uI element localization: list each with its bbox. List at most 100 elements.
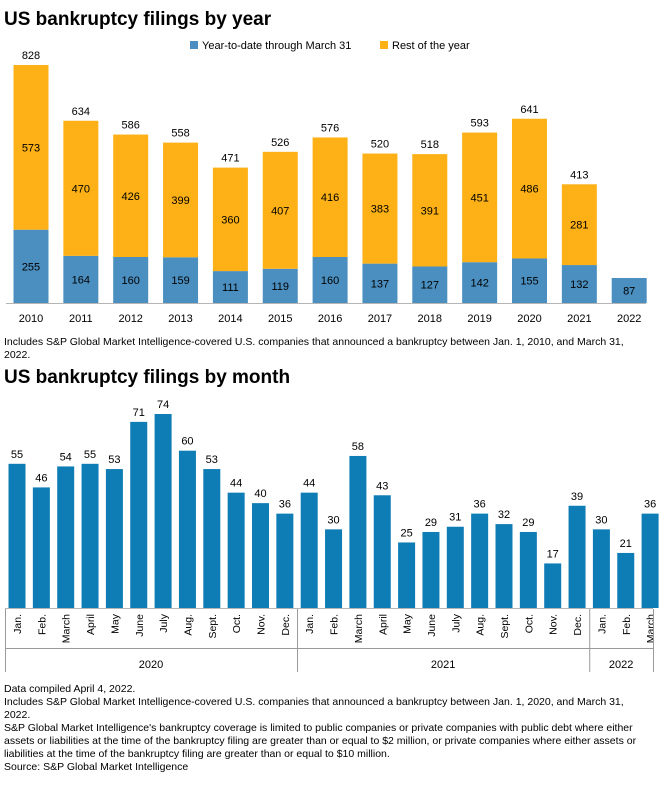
bar-ytd: [63, 255, 99, 303]
data-label-ytd: 119: [271, 281, 289, 293]
data-label-total: 558: [171, 128, 189, 140]
x-tick-label: May: [402, 613, 414, 634]
bar-rest: [262, 151, 298, 269]
bar-ytd: [113, 257, 149, 303]
chart-title-month: US bankruptcy filings by month: [4, 367, 291, 388]
bar-month: [568, 505, 586, 608]
x-tick-label: Feb.: [621, 614, 633, 635]
data-label-ytd: 87: [623, 285, 635, 297]
bar-month: [227, 492, 245, 608]
legend-item-rest: Rest of the year: [380, 40, 470, 52]
x-tick-label: Feb.: [36, 614, 48, 635]
data-label-total: 526: [271, 137, 289, 149]
data-label-month: 30: [327, 514, 339, 526]
chart-title-year: US bankruptcy filings by year: [4, 9, 272, 30]
data-label-total: 828: [22, 50, 40, 62]
x-tick-label: Sept.: [207, 614, 219, 639]
footer-line-coverage-scope: S&P Global Market Intelligence's bankrup…: [4, 722, 637, 760]
data-label-ytd: 132: [570, 279, 588, 291]
x-tick-label: Dec.: [572, 614, 584, 636]
bar-ytd: [362, 263, 398, 303]
chart-month: 55 Jan. 46 Feb. 54 March 55 April 53 May 71 June 74 J…: [5, 399, 659, 672]
bar-rest: [462, 132, 498, 263]
data-label-month: 17: [547, 548, 559, 560]
bar-month: [57, 466, 75, 608]
footer-line-source: Source: S&P Global Market Intelligence: [4, 761, 189, 773]
data-label-rest: 407: [271, 205, 289, 217]
chart-year: 255 573 828 2010 164 470 634 2011 160 426 586 2012 1…: [6, 50, 647, 325]
legend-swatch-ytd: [190, 41, 198, 49]
data-label-month: 54: [60, 451, 72, 463]
footer-line-compiled: Data compiled April 4, 2022.: [4, 683, 136, 695]
bar-rest: [512, 118, 547, 259]
data-label-rest: 451: [470, 192, 488, 204]
group-label-year: 2021: [431, 659, 455, 671]
data-label-rest: 416: [321, 192, 339, 204]
bar-month: [519, 531, 537, 608]
data-label-ytd: 164: [72, 274, 90, 286]
data-label-total: 471: [221, 153, 239, 165]
data-label-month: 29: [522, 517, 534, 529]
legend-swatch-rest: [380, 41, 388, 49]
data-label-total: 520: [371, 139, 389, 151]
data-label-month: 44: [230, 478, 242, 490]
data-label-rest: 360: [221, 214, 239, 226]
footer-notes: Data compiled April 4, 2022. Includes S&…: [4, 683, 644, 774]
bar-month: [300, 492, 318, 608]
data-label-ytd: 160: [321, 275, 339, 287]
bar-rest: [212, 167, 248, 272]
data-label-total: 641: [520, 104, 538, 116]
x-tick-label: 2015: [268, 313, 292, 325]
bar-month: [471, 513, 489, 608]
bar-ytd: [462, 262, 498, 303]
bar-ytd: [212, 271, 248, 303]
x-tick-label: 2021: [567, 313, 591, 325]
legend-item-ytd: Year-to-date through March 31: [190, 40, 351, 52]
bar-rest: [113, 134, 149, 258]
bar-rest: [362, 153, 398, 264]
bar-month: [178, 450, 196, 608]
x-tick-label: April: [85, 614, 97, 635]
bar-month: [592, 529, 610, 608]
data-label-rest: 391: [421, 205, 439, 217]
data-label-month: 55: [84, 449, 96, 461]
bar-ytd: [561, 265, 597, 303]
x-tick-label: 2016: [318, 313, 342, 325]
data-label-month: 25: [400, 527, 412, 539]
data-label-ytd: 159: [171, 275, 189, 287]
x-tick-label: March: [353, 614, 365, 643]
bar-month: [8, 463, 26, 608]
data-label-month: 53: [108, 454, 120, 466]
bar-month: [373, 495, 391, 608]
data-label-month: 30: [595, 514, 607, 526]
x-tick-label: Aug.: [182, 614, 194, 636]
x-tick-label: 2014: [218, 313, 242, 325]
bar-ytd: [13, 229, 49, 303]
bar-ytd: [262, 268, 298, 303]
x-tick-label: Sept.: [499, 614, 511, 639]
bar-ytd: [412, 266, 448, 303]
data-label-month: 29: [425, 517, 437, 529]
x-tick-label: July: [450, 613, 462, 632]
bar-month: [154, 414, 172, 608]
data-label-total: 576: [321, 122, 339, 134]
x-tick-label: June: [426, 614, 438, 637]
bar-rest: [412, 154, 448, 267]
data-label-rest: 383: [371, 204, 389, 216]
bar-month: [130, 421, 148, 608]
legend-label-ytd: Year-to-date through March 31: [202, 40, 352, 52]
data-label-total: 413: [570, 169, 588, 181]
data-label-total: 593: [470, 118, 488, 130]
x-tick-label: April: [377, 614, 389, 635]
data-label-month: 53: [206, 454, 218, 466]
bar-ytd: [312, 257, 348, 303]
data-label-month: 60: [181, 436, 193, 448]
footer-line-coverage-period: Includes S&P Global Market Intelligence-…: [4, 696, 624, 721]
x-tick-label: Aug.: [475, 614, 487, 636]
data-label-total: 518: [421, 139, 439, 151]
bar-month: [325, 529, 343, 608]
data-label-month: 32: [498, 509, 510, 521]
bar-rest: [13, 65, 49, 230]
bar-ytd: [163, 257, 199, 303]
data-label-month: 36: [474, 499, 486, 511]
